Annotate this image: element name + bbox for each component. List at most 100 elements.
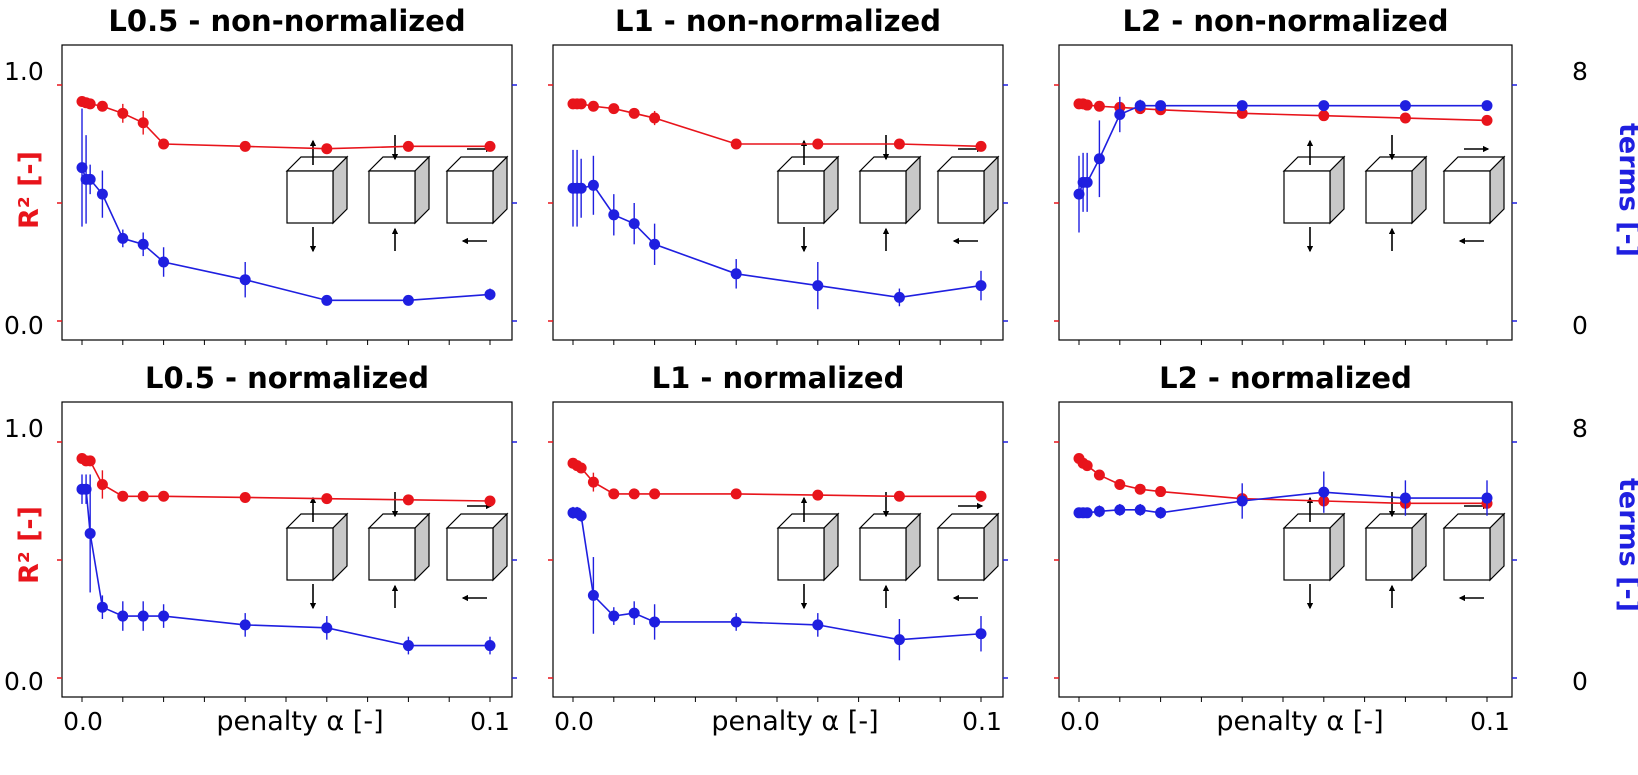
cube-front-face bbox=[368, 527, 416, 581]
data-point bbox=[239, 491, 251, 503]
cube-compression-icon bbox=[367, 492, 431, 608]
cube-shear-icon bbox=[936, 145, 1000, 245]
data-point bbox=[1134, 100, 1146, 112]
data-point bbox=[117, 232, 129, 244]
data-point bbox=[975, 490, 987, 502]
data-point bbox=[321, 143, 333, 155]
xlabel-col2: penalty α [-] bbox=[711, 706, 878, 737]
panel-6: L2 - normalized bbox=[1054, 361, 1517, 702]
data-point bbox=[484, 140, 496, 152]
data-point bbox=[239, 140, 251, 152]
panel-title: L1 - non-normalized bbox=[615, 4, 941, 38]
panel-title: L1 - normalized bbox=[652, 361, 905, 395]
cube-front-face bbox=[446, 527, 494, 581]
data-point bbox=[1155, 507, 1167, 519]
series-r2 bbox=[76, 453, 496, 507]
panel-title: L0.5 - non-normalized bbox=[108, 4, 465, 38]
data-point bbox=[239, 619, 251, 631]
data-point bbox=[730, 268, 742, 280]
cube-tension-icon bbox=[776, 139, 840, 253]
panel-5: L1 - normalized bbox=[548, 361, 1008, 702]
data-point bbox=[587, 179, 599, 191]
cube-front-face bbox=[937, 527, 985, 581]
cube-front-face bbox=[777, 527, 825, 581]
cube-tension-icon bbox=[776, 496, 840, 610]
data-point bbox=[484, 288, 496, 300]
series-r2 bbox=[567, 98, 987, 152]
data-point bbox=[80, 483, 92, 495]
data-point bbox=[117, 490, 129, 502]
data-point bbox=[812, 489, 824, 501]
data-point bbox=[1481, 100, 1493, 112]
data-point bbox=[730, 488, 742, 500]
data-point bbox=[730, 616, 742, 628]
data-point bbox=[587, 476, 599, 488]
data-point bbox=[649, 238, 661, 250]
data-point bbox=[96, 478, 108, 490]
panel-title: L2 - normalized bbox=[1159, 361, 1412, 395]
plot-frame bbox=[1058, 44, 1513, 341]
left-tick-row2-top: 1.0 bbox=[4, 414, 44, 443]
left-ylabel-row1: R² [-] bbox=[14, 151, 45, 229]
data-point bbox=[84, 455, 96, 467]
left-tick-row1-bottom: 0.0 bbox=[4, 311, 44, 340]
cube-tension-icon bbox=[285, 139, 349, 253]
cube-shear-icon bbox=[445, 145, 509, 245]
right-tick-row2-bottom: 0 bbox=[1572, 667, 1588, 696]
cube-tension-icon bbox=[1282, 139, 1346, 253]
data-point bbox=[321, 622, 333, 634]
data-point bbox=[975, 628, 987, 640]
data-point bbox=[137, 238, 149, 250]
data-point bbox=[1093, 100, 1105, 112]
data-point bbox=[1155, 486, 1167, 498]
cube-front-face bbox=[1365, 527, 1413, 581]
data-point bbox=[893, 634, 905, 646]
data-point bbox=[84, 98, 96, 110]
series-terms bbox=[1073, 471, 1493, 519]
cube-front-face bbox=[1283, 170, 1331, 224]
data-point bbox=[628, 607, 640, 619]
plot-frame bbox=[552, 44, 1004, 341]
xlabel-col1: penalty α [-] bbox=[216, 706, 383, 737]
cube-front-face bbox=[1443, 170, 1491, 224]
cube-shear-icon bbox=[1442, 502, 1506, 602]
data-point bbox=[1081, 176, 1093, 188]
data-point bbox=[1093, 505, 1105, 517]
data-point bbox=[1073, 188, 1085, 200]
data-point bbox=[730, 138, 742, 150]
series-terms bbox=[567, 506, 987, 661]
data-point bbox=[575, 98, 587, 110]
data-point bbox=[1236, 495, 1248, 507]
data-point bbox=[402, 494, 414, 506]
data-point bbox=[587, 100, 599, 112]
x-tick-col1-left: 0.0 bbox=[63, 707, 103, 736]
data-point bbox=[1081, 460, 1093, 472]
data-point bbox=[608, 209, 620, 221]
data-point bbox=[608, 610, 620, 622]
data-point bbox=[1134, 504, 1146, 516]
data-point bbox=[587, 589, 599, 601]
cube-front-face bbox=[286, 527, 334, 581]
xlabel-col3: penalty α [-] bbox=[1216, 706, 1383, 737]
cube-front-face bbox=[1365, 170, 1413, 224]
x-tick-col3-left: 0.0 bbox=[1060, 707, 1100, 736]
data-point bbox=[975, 280, 987, 292]
data-point bbox=[1155, 100, 1167, 112]
series-terms bbox=[567, 149, 987, 310]
data-point bbox=[84, 527, 96, 539]
data-point bbox=[402, 640, 414, 652]
series-r2 bbox=[567, 457, 987, 502]
data-point bbox=[649, 488, 661, 500]
data-point bbox=[96, 100, 108, 112]
plot-frame bbox=[1058, 401, 1513, 698]
data-point bbox=[1134, 483, 1146, 495]
data-point bbox=[893, 138, 905, 150]
data-point bbox=[1114, 504, 1126, 516]
left-tick-row2-bottom: 0.0 bbox=[4, 667, 44, 696]
data-point bbox=[812, 138, 824, 150]
data-point bbox=[575, 510, 587, 522]
data-point bbox=[1399, 100, 1411, 112]
cube-shear-icon bbox=[1442, 145, 1506, 245]
data-point bbox=[1114, 109, 1126, 120]
data-point bbox=[1236, 100, 1248, 112]
